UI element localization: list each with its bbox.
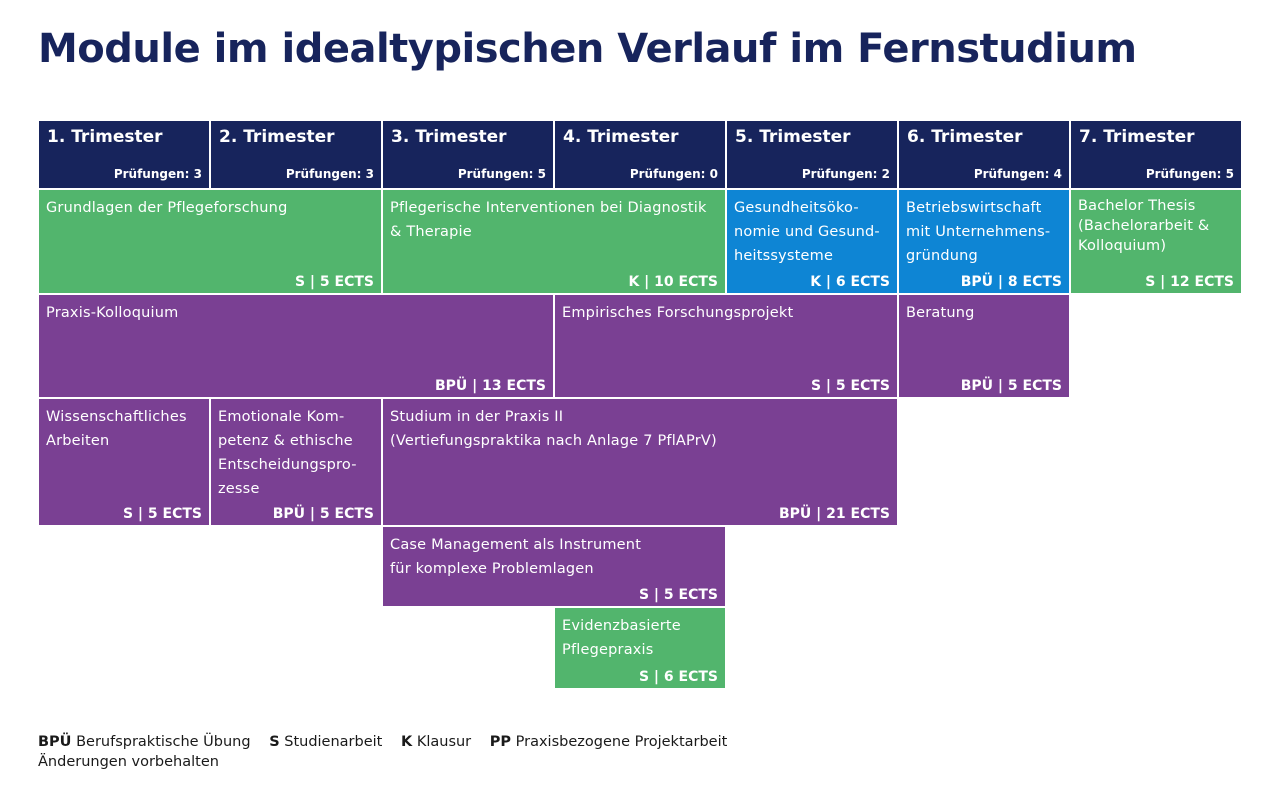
module-name: Studium in der Praxis II (Vertiefungsprak… [390,409,717,449]
trimester-header-4: 4. Trimester Prüfungen: 0 [555,121,725,188]
page-title: Module im idealtypischen Verlauf im Fern… [38,26,1137,72]
module-name: Evidenzbasierte Pflegepraxis [562,618,681,658]
module-gesundheitsoekonomie: Gesundheitsöko-nomie und Gesund-heitssys… [727,190,897,293]
module-name: Beratung [906,305,975,321]
module-ects: BPÜ | 8 ECTS [960,274,1062,290]
trimester-label: 1. Trimester [47,127,163,147]
trimester-label: 6. Trimester [907,127,1023,147]
module-name: Bachelor Thesis (Bachelorarbeit & Kolloqui… [1078,198,1210,254]
module-name: Emotionale Kom-petenz & ethische Entschei… [218,409,357,497]
trimester-exam-count: Prüfungen: 5 [457,167,546,181]
trimester-exam-count: Prüfungen: 3 [285,167,374,181]
module-name: Praxis-Kolloquium [46,305,179,321]
module-ects: S | 5 ECTS [638,587,718,603]
module-evidenzbasierte-pflegepraxis: Evidenzbasierte Pflegepraxis S | 6 ECTS [555,608,725,688]
trimester-header-5: 5. Trimester Prüfungen: 2 [727,121,897,188]
module-name: Pflegerische Interventionen bei Diagnost… [390,200,707,240]
trimester-header-1: 1. Trimester Prüfungen: 3 [39,121,209,188]
module-betriebswirtschaft: Betriebswirtschaft mit Unternehmens-gründ… [899,190,1069,293]
trimester-header-7: 7. Trimester Prüfungen: 5 [1071,121,1241,188]
legend-item-k: K Klausur [401,734,471,750]
trimester-label: 2. Trimester [219,127,335,147]
legend-item-pp: PP Praxisbezogene Projektarbeit [490,734,728,750]
legend-text: Berufspraktische Übung [76,734,251,750]
trimester-exam-count: Prüfungen: 3 [113,167,202,181]
module-ects: BPÜ | 5 ECTS [960,378,1062,394]
legend-item-bpue: BPÜ Berufspraktische Übung [38,734,251,750]
legend-text: Praxisbezogene Projektarbeit [515,734,728,750]
module-ects: S | 5 ECTS [810,378,890,394]
trimester-header-3: 3. Trimester Prüfungen: 5 [383,121,553,188]
module-name: Gesundheitsöko-nomie und Gesund-heitssys… [734,200,880,264]
legend-text: Studienarbeit [284,734,383,750]
module-ects: BPÜ | 5 ECTS [272,506,374,522]
trimester-header-6: 6. Trimester Prüfungen: 4 [899,121,1069,188]
module-grundlagen-pflegeforschung: Grundlagen der Pflegeforschung S | 5 ECT… [39,190,381,293]
legend-abbr: PP [489,734,512,750]
module-pflegerische-interventionen: Pflegerische Interventionen bei Diagnost… [383,190,725,293]
legend-text: Klausur [416,734,472,750]
module-empirisches-forschungsprojekt: Empirisches Forschungsprojekt S | 5 ECTS [555,295,897,397]
module-case-management: Case Management als Instrument für komple… [383,527,725,606]
trimester-exam-count: Prüfungen: 0 [629,167,718,181]
module-ects: K | 10 ECTS [628,274,718,290]
trimester-exam-count: Prüfungen: 4 [973,167,1062,181]
legend-abbr: K [400,734,413,750]
module-name: Case Management als Instrument für komple… [390,537,642,577]
trimester-label: 3. Trimester [391,127,507,147]
module-ects: BPÜ | 13 ECTS [435,378,546,394]
legend-abbr: BPÜ [38,734,72,750]
module-name: Grundlagen der Pflegeforschung [46,200,288,216]
module-ects: S | 12 ECTS [1145,274,1234,290]
legend-abbr: S [269,734,280,750]
trimester-label: 5. Trimester [735,127,851,147]
module-name: Wissenschaftliches Arbeiten [46,409,187,449]
legend-note: Änderungen vorbehalten [38,754,219,770]
module-ects: K | 6 ECTS [810,274,890,290]
trimester-exam-count: Prüfungen: 5 [1145,167,1234,181]
module-name: Empirisches Forschungsprojekt [562,305,794,321]
module-ects: S | 5 ECTS [122,506,202,522]
module-wissenschaftliches-arbeiten: Wissenschaftliches Arbeiten S | 5 ECTS [39,399,209,525]
legend: BPÜ Berufspraktische Übung S Studienarbe… [38,732,741,772]
trimester-exam-count: Prüfungen: 2 [801,167,890,181]
legend-item-s: S Studienarbeit [269,734,382,750]
module-emotionale-kompetenz: Emotionale Kom-petenz & ethische Entschei… [211,399,381,525]
trimester-label: 7. Trimester [1079,127,1195,147]
trimester-label: 4. Trimester [563,127,679,147]
module-ects: S | 5 ECTS [294,274,374,290]
module-ects: S | 6 ECTS [638,669,718,685]
module-praxis-kolloquium: Praxis-Kolloquium BPÜ | 13 ECTS [39,295,553,397]
trimester-header-2: 2. Trimester Prüfungen: 3 [211,121,381,188]
legend-items: BPÜ Berufspraktische Übung S Studienarbe… [38,732,741,752]
module-bachelor-thesis: Bachelor Thesis (Bachelorarbeit & Kolloqui… [1071,190,1241,293]
module-studium-in-der-praxis: Studium in der Praxis II (Vertiefungsprak… [383,399,897,525]
module-beratung: Beratung BPÜ | 5 ECTS [899,295,1069,397]
module-ects: BPÜ | 21 ECTS [779,506,890,522]
module-name: Betriebswirtschaft mit Unternehmens-gründ… [906,200,1051,264]
